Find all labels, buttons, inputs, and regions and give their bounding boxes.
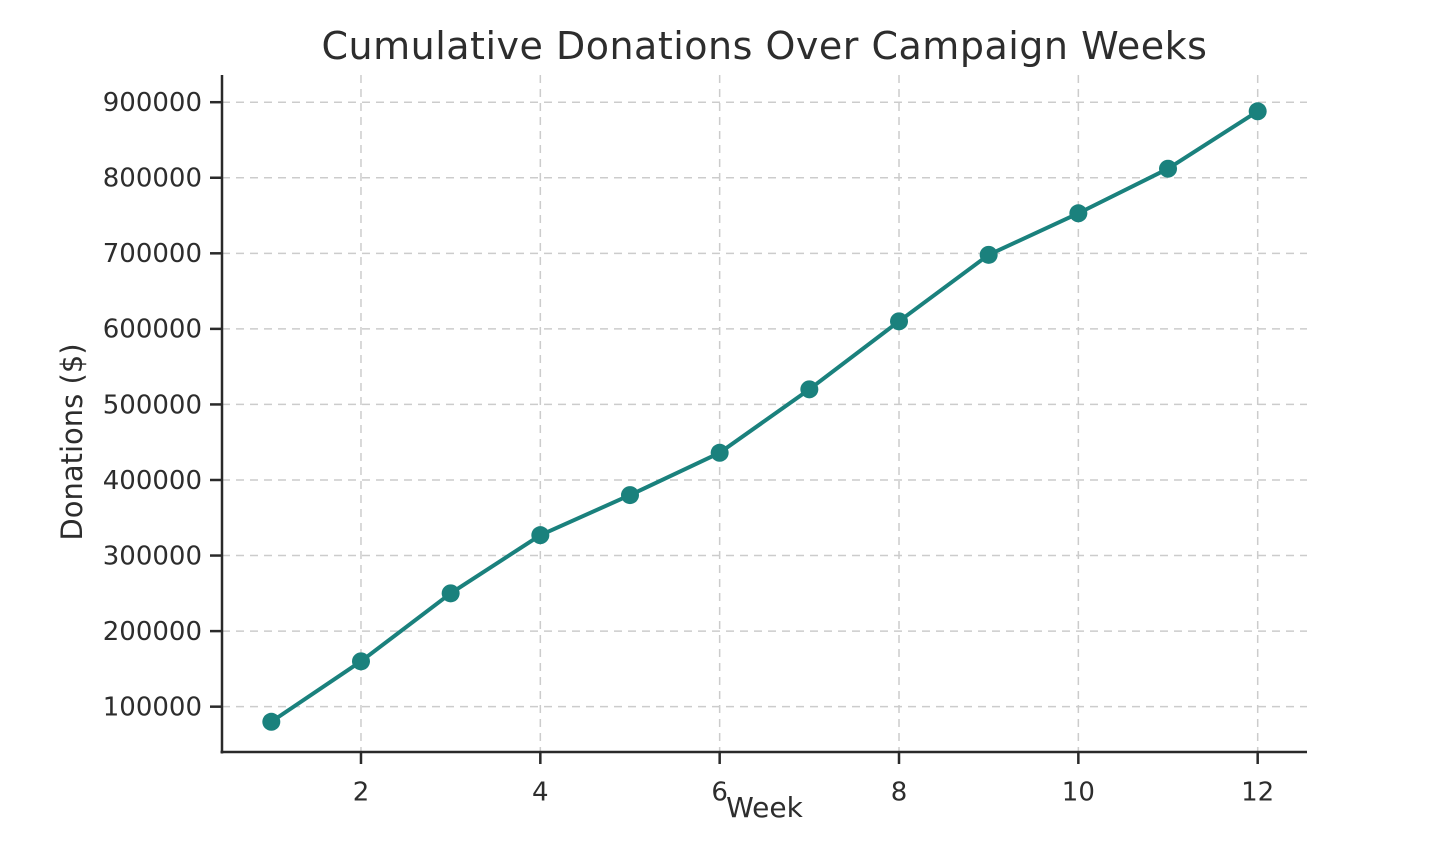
y-tick-label: 700000 [103, 239, 202, 269]
y-tick-label: 300000 [103, 541, 202, 571]
y-tick-label: 500000 [103, 390, 202, 420]
x-tick-label: 6 [711, 777, 728, 807]
data-point [890, 312, 909, 331]
data-point [441, 584, 460, 603]
data-point [1248, 102, 1267, 121]
y-tick-label: 900000 [103, 88, 202, 118]
data-point [1069, 204, 1088, 223]
data-point [351, 652, 370, 671]
x-axis-label: Week [726, 791, 803, 824]
x-tick-label: 2 [353, 777, 370, 807]
data-line [269, 109, 1260, 724]
data-point [1159, 159, 1178, 178]
x-tick-label: 10 [1062, 777, 1095, 807]
data-point [620, 486, 639, 505]
data-point [710, 443, 729, 462]
data-point [800, 380, 819, 399]
data-point [531, 526, 550, 545]
x-tick-label: 8 [891, 777, 908, 807]
y-tick-label: 400000 [103, 466, 202, 496]
x-tick-label: 12 [1241, 777, 1274, 807]
y-tick-label: 800000 [103, 164, 202, 194]
chart-title: Cumulative Donations Over Campaign Weeks [321, 24, 1208, 68]
y-tick-label: 600000 [103, 315, 202, 345]
y-tick-label: 100000 [103, 693, 202, 723]
data-point [262, 712, 281, 731]
x-tick-label: 4 [532, 777, 549, 807]
y-tick-label: 200000 [103, 617, 202, 647]
data-point [979, 245, 998, 264]
